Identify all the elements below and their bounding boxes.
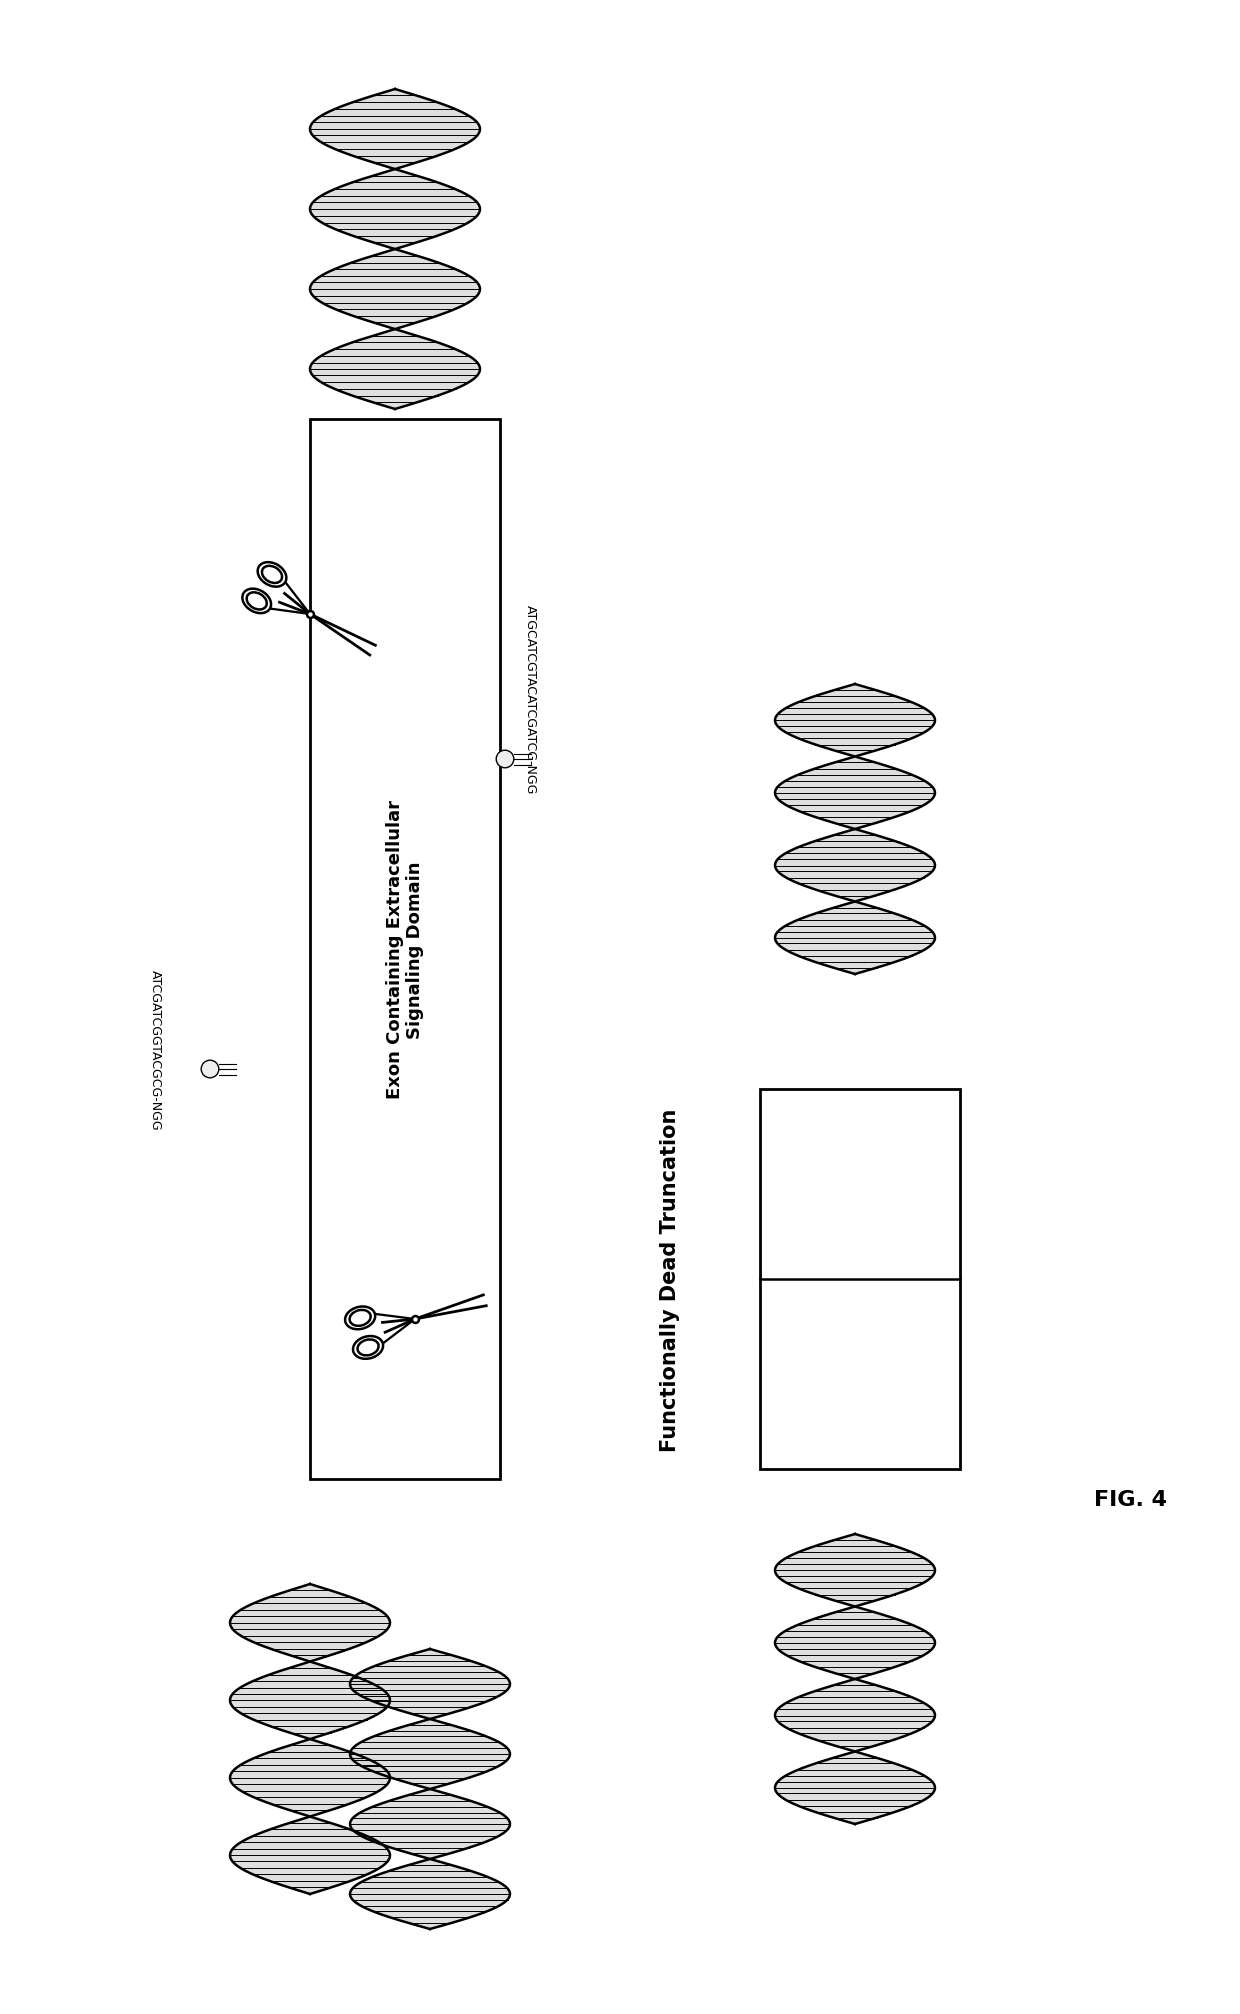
Polygon shape <box>775 1535 935 1607</box>
Ellipse shape <box>262 566 281 584</box>
Text: ATGCATCGTACATCGATCG-NGG: ATGCATCGTACATCGATCG-NGG <box>523 604 537 794</box>
Text: Functionally Dead Truncation: Functionally Dead Truncation <box>660 1108 680 1450</box>
Polygon shape <box>310 250 480 330</box>
Polygon shape <box>350 1788 510 1859</box>
Polygon shape <box>350 1649 510 1720</box>
Ellipse shape <box>258 562 286 588</box>
Ellipse shape <box>350 1311 371 1325</box>
Polygon shape <box>310 330 480 409</box>
Ellipse shape <box>247 592 267 610</box>
Bar <box>310 419 500 1478</box>
Polygon shape <box>775 685 935 757</box>
Polygon shape <box>350 1720 510 1788</box>
Circle shape <box>201 1061 218 1077</box>
Polygon shape <box>775 757 935 830</box>
Polygon shape <box>350 1859 510 1929</box>
Ellipse shape <box>353 1337 383 1359</box>
Polygon shape <box>775 830 935 902</box>
Circle shape <box>496 751 513 769</box>
Text: FIG. 4: FIG. 4 <box>1094 1488 1167 1508</box>
Polygon shape <box>229 1585 391 1662</box>
Text: ATCGATCGGTACGCG-NGG: ATCGATCGGTACGCG-NGG <box>149 969 161 1130</box>
Polygon shape <box>310 169 480 250</box>
Ellipse shape <box>345 1307 376 1329</box>
Polygon shape <box>775 1752 935 1825</box>
Polygon shape <box>775 902 935 975</box>
Text: Exon Containing Extracellular
Signaling Domain: Exon Containing Extracellular Signaling … <box>386 800 424 1100</box>
Ellipse shape <box>242 590 272 614</box>
Polygon shape <box>229 1740 391 1817</box>
Polygon shape <box>229 1662 391 1740</box>
Polygon shape <box>775 1680 935 1752</box>
Polygon shape <box>310 91 480 169</box>
Ellipse shape <box>357 1339 378 1355</box>
Bar <box>760 1090 960 1470</box>
Polygon shape <box>775 1607 935 1680</box>
Polygon shape <box>229 1817 391 1893</box>
